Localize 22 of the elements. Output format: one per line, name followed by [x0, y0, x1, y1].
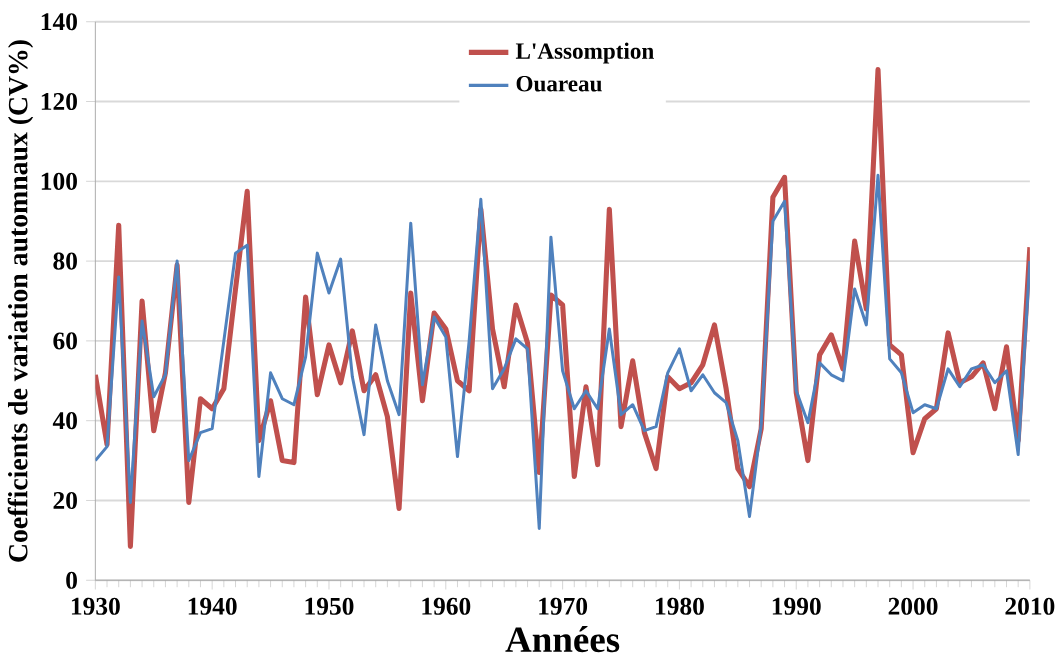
y-tick-label: 120: [41, 93, 77, 111]
x-tick-label: 1990: [772, 597, 821, 615]
x-tick-label: 1960: [422, 597, 471, 615]
y-tick-label: 100: [41, 172, 77, 190]
y-tick-label: 0: [66, 571, 77, 589]
line-series: [95, 173, 1030, 530]
x-tick-label: 2000: [888, 597, 938, 615]
x-tick-label: 1950: [305, 597, 354, 615]
x-tick-label: 1970: [539, 597, 588, 615]
y-tick-label: 140: [41, 13, 77, 31]
x-tick-label: 1930: [71, 597, 120, 615]
x-tick-label: 2010: [1005, 597, 1055, 615]
x-tick-label: 1980: [656, 597, 704, 615]
y-tick-label: 20: [53, 491, 77, 510]
x-tick-label: 1940: [188, 597, 237, 615]
y-axis-title: Coefficients de variation automnaux (CV%): [7, 40, 34, 562]
y-tick-label: 40: [52, 412, 77, 430]
y-tick-label: 60: [53, 332, 77, 350]
legend-label: L'Assomption: [515, 42, 654, 64]
y-tick-label: 80: [53, 252, 77, 270]
legend-label: Ouareau: [516, 76, 602, 92]
x-axis-title: Années: [505, 626, 620, 653]
